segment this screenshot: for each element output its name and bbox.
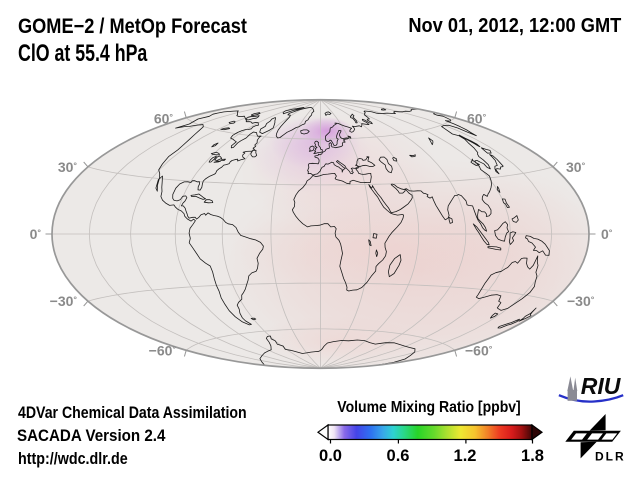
svg-text:60°: 60° xyxy=(154,110,174,126)
svg-text:60°: 60° xyxy=(467,110,487,126)
svg-text:30°: 30° xyxy=(58,159,78,175)
svg-text:−60°: −60° xyxy=(465,342,493,358)
svg-text:−30°: −30° xyxy=(50,293,78,309)
svg-text:−30°: −30° xyxy=(567,293,595,309)
svg-text:0°: 0° xyxy=(601,226,613,242)
svg-text:−60°: −60° xyxy=(149,342,177,358)
svg-text:DLR: DLR xyxy=(595,449,626,463)
svg-text:0°: 0° xyxy=(30,226,42,242)
svg-text:RIU: RIU xyxy=(581,373,622,399)
svg-text:30°: 30° xyxy=(566,159,586,175)
